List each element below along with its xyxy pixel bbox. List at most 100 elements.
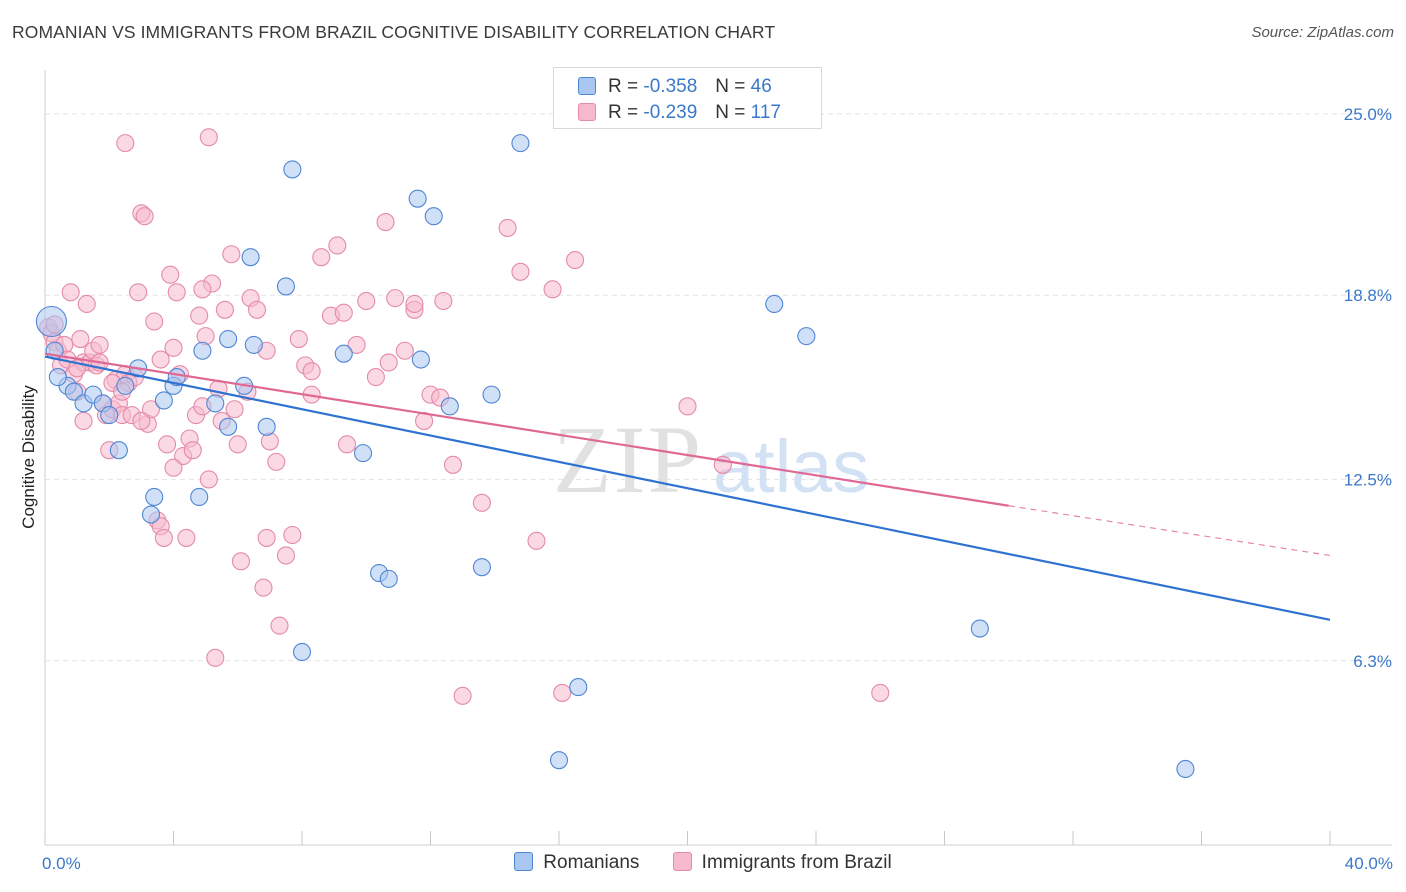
brazil-point xyxy=(498,218,517,237)
romanians-point xyxy=(334,344,353,363)
brazil-point xyxy=(190,306,209,325)
romanians-point xyxy=(424,207,443,226)
romanians-point xyxy=(244,335,263,354)
legend-swatch-brazil xyxy=(578,103,596,121)
brazil-point xyxy=(328,236,347,255)
legend-n-label: N = xyxy=(715,102,746,123)
bottom-legend-label-romanians: Romanians xyxy=(543,852,640,873)
trend-lines xyxy=(44,352,1331,621)
brazil-point xyxy=(366,368,385,387)
legend-row-romanians: R = -0.358 N = 46 xyxy=(578,76,772,98)
romanians-point xyxy=(765,294,784,314)
romanians-point xyxy=(64,382,83,401)
x-tick-label: 0.0% xyxy=(42,854,81,873)
brazil-point xyxy=(443,455,463,474)
brazil-point xyxy=(199,128,218,147)
romanians-point xyxy=(511,134,530,153)
brazil-point xyxy=(678,397,697,416)
brazil-point xyxy=(158,435,177,454)
romanians-point xyxy=(379,569,398,588)
brazil-point xyxy=(132,411,151,430)
watermark-zip: ZIP xyxy=(553,406,703,513)
brazil-point xyxy=(283,525,302,545)
brazil-point xyxy=(71,330,90,349)
brazil-point xyxy=(386,289,405,308)
legend-r-romanians: -0.358 xyxy=(643,76,698,97)
brazil-point xyxy=(334,303,353,322)
brazil-point xyxy=(141,400,161,419)
romanians-point xyxy=(472,558,491,577)
legend-swatch-romanians xyxy=(578,77,596,95)
brazil-point xyxy=(228,435,247,454)
romanians-point xyxy=(1176,759,1195,779)
brazil-point xyxy=(61,283,80,302)
watermark: ZIP atlas xyxy=(553,406,869,513)
romanians-point xyxy=(283,160,302,179)
brazil-point xyxy=(164,458,183,477)
romanians-point xyxy=(549,751,569,770)
romanians-point xyxy=(292,642,312,662)
brazil-point xyxy=(199,470,218,489)
y-axis-title: Cognitive Disability xyxy=(19,385,38,529)
brazil-point xyxy=(276,546,295,565)
romanians-trend-line xyxy=(44,355,1331,621)
axes xyxy=(44,70,1392,846)
chart-title: ROMANIAN VS IMMIGRANTS FROM BRAZIL COGNI… xyxy=(12,22,776,42)
romanians-point xyxy=(257,417,276,436)
brazil-point xyxy=(151,350,170,369)
brazil-point xyxy=(395,341,414,360)
brazil-point xyxy=(434,291,453,311)
romanians-point xyxy=(145,487,164,507)
brazil-point xyxy=(154,528,173,547)
brazil-point xyxy=(511,262,530,281)
romanians-point xyxy=(482,385,501,404)
brazil-point xyxy=(177,528,196,547)
brazil-point xyxy=(222,245,241,264)
brazil-point xyxy=(145,312,164,331)
legend-row-brazil: R = -0.239 N = 117 xyxy=(578,102,781,124)
brazil-point xyxy=(302,362,321,381)
brazil-point xyxy=(566,251,585,270)
source-label: Source: ZipAtlas.com xyxy=(1251,24,1394,41)
brazil-point xyxy=(90,335,109,354)
brazil-point xyxy=(164,338,183,357)
brazil-trend-line xyxy=(44,352,1009,507)
brazil-point xyxy=(167,283,186,302)
legend-n-romanians: 46 xyxy=(750,76,772,97)
romanians-point xyxy=(353,444,373,463)
brazil-point xyxy=(225,400,244,419)
bottom-legend: Romanians Immigrants from Brazil xyxy=(0,852,1406,874)
brazil-point xyxy=(543,280,562,299)
y-tick-labels: 6.3% 12.5% 18.8% 25.0% xyxy=(1344,105,1392,671)
brazil-point xyxy=(254,578,273,597)
brazil-point xyxy=(161,265,180,284)
romanians-point xyxy=(970,619,989,638)
brazil-point xyxy=(77,294,96,314)
brazil-point xyxy=(260,432,279,451)
brazil-point xyxy=(267,452,286,471)
y-tick-label: 18.8% xyxy=(1344,286,1392,305)
romanians-point xyxy=(440,397,459,416)
brazil-point xyxy=(553,683,572,702)
bottom-legend-romanians: Romanians xyxy=(514,852,639,874)
legend: R = -0.358 N = 46 R = -0.239 N = 117 xyxy=(553,67,822,129)
brazil-point xyxy=(193,280,212,299)
brazil-point xyxy=(270,616,289,635)
romanians-point xyxy=(190,487,209,507)
bottom-legend-swatch-romanians xyxy=(514,852,534,871)
romanians-point xyxy=(219,330,238,349)
brazil-point xyxy=(312,248,331,267)
y-tick-label: 6.3% xyxy=(1353,652,1392,671)
brazil-point xyxy=(196,327,215,346)
y-tick-label: 12.5% xyxy=(1344,470,1392,489)
romanians-point xyxy=(241,248,260,267)
legend-n-brazil: 117 xyxy=(750,102,781,123)
brazil-point xyxy=(376,213,395,232)
bottom-legend-label-brazil: Immigrants from Brazil xyxy=(701,852,892,873)
romanians-point xyxy=(193,341,212,360)
romanians-point xyxy=(141,505,161,524)
romanians-point xyxy=(411,350,430,369)
bottom-legend-swatch-brazil xyxy=(672,852,692,871)
romanians-point xyxy=(35,305,67,338)
